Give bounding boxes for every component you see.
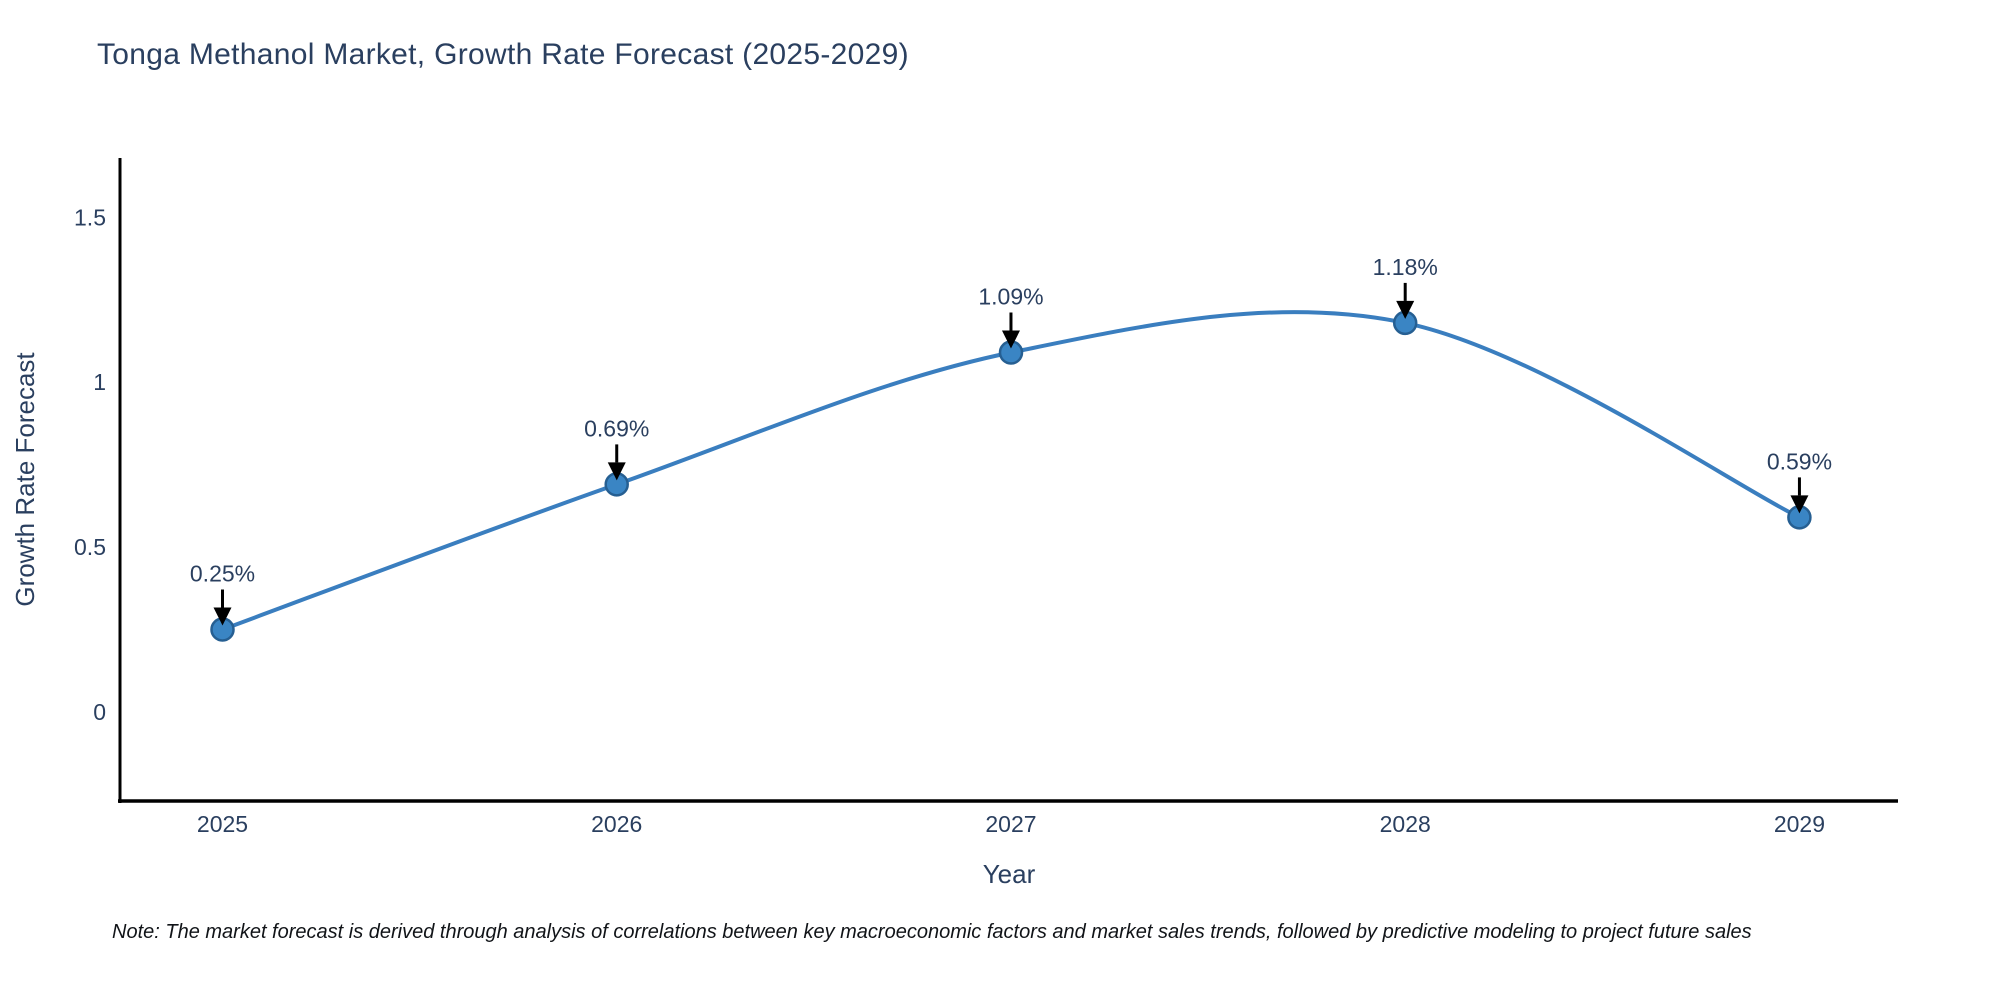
annotation-label: 1.09% xyxy=(978,284,1043,310)
y-tick-label: 0.5 xyxy=(74,534,106,560)
x-tick-label: 2028 xyxy=(1380,811,1431,837)
x-axis-title: Year xyxy=(983,859,1036,889)
y-tick-label: 1.5 xyxy=(74,204,106,230)
annotation-arrow-head xyxy=(213,607,232,626)
annotation-arrow-head xyxy=(1790,495,1809,514)
annotation-arrow-head xyxy=(1001,330,1020,349)
y-tick-label: 0 xyxy=(93,699,106,725)
annotation-label: 0.69% xyxy=(584,415,649,441)
annotation-label: 0.59% xyxy=(1767,448,1832,474)
footnote: Note: The market forecast is derived thr… xyxy=(112,921,1752,943)
annotation-label: 1.18% xyxy=(1373,254,1438,280)
x-tick-label: 2027 xyxy=(985,811,1036,837)
y-axis-title: Growth Rate Forecast xyxy=(10,352,40,607)
x-tick-label: 2026 xyxy=(591,811,642,837)
annotation-arrow-head xyxy=(1396,300,1415,319)
y-tick-label: 1 xyxy=(93,369,106,395)
chart-title: Tonga Methanol Market, Growth Rate Forec… xyxy=(97,38,909,71)
x-tick-label: 2025 xyxy=(197,811,248,837)
annotation-arrow-head xyxy=(607,462,626,481)
annotation-label: 0.25% xyxy=(190,561,255,587)
x-tick-label: 2029 xyxy=(1774,811,1825,837)
